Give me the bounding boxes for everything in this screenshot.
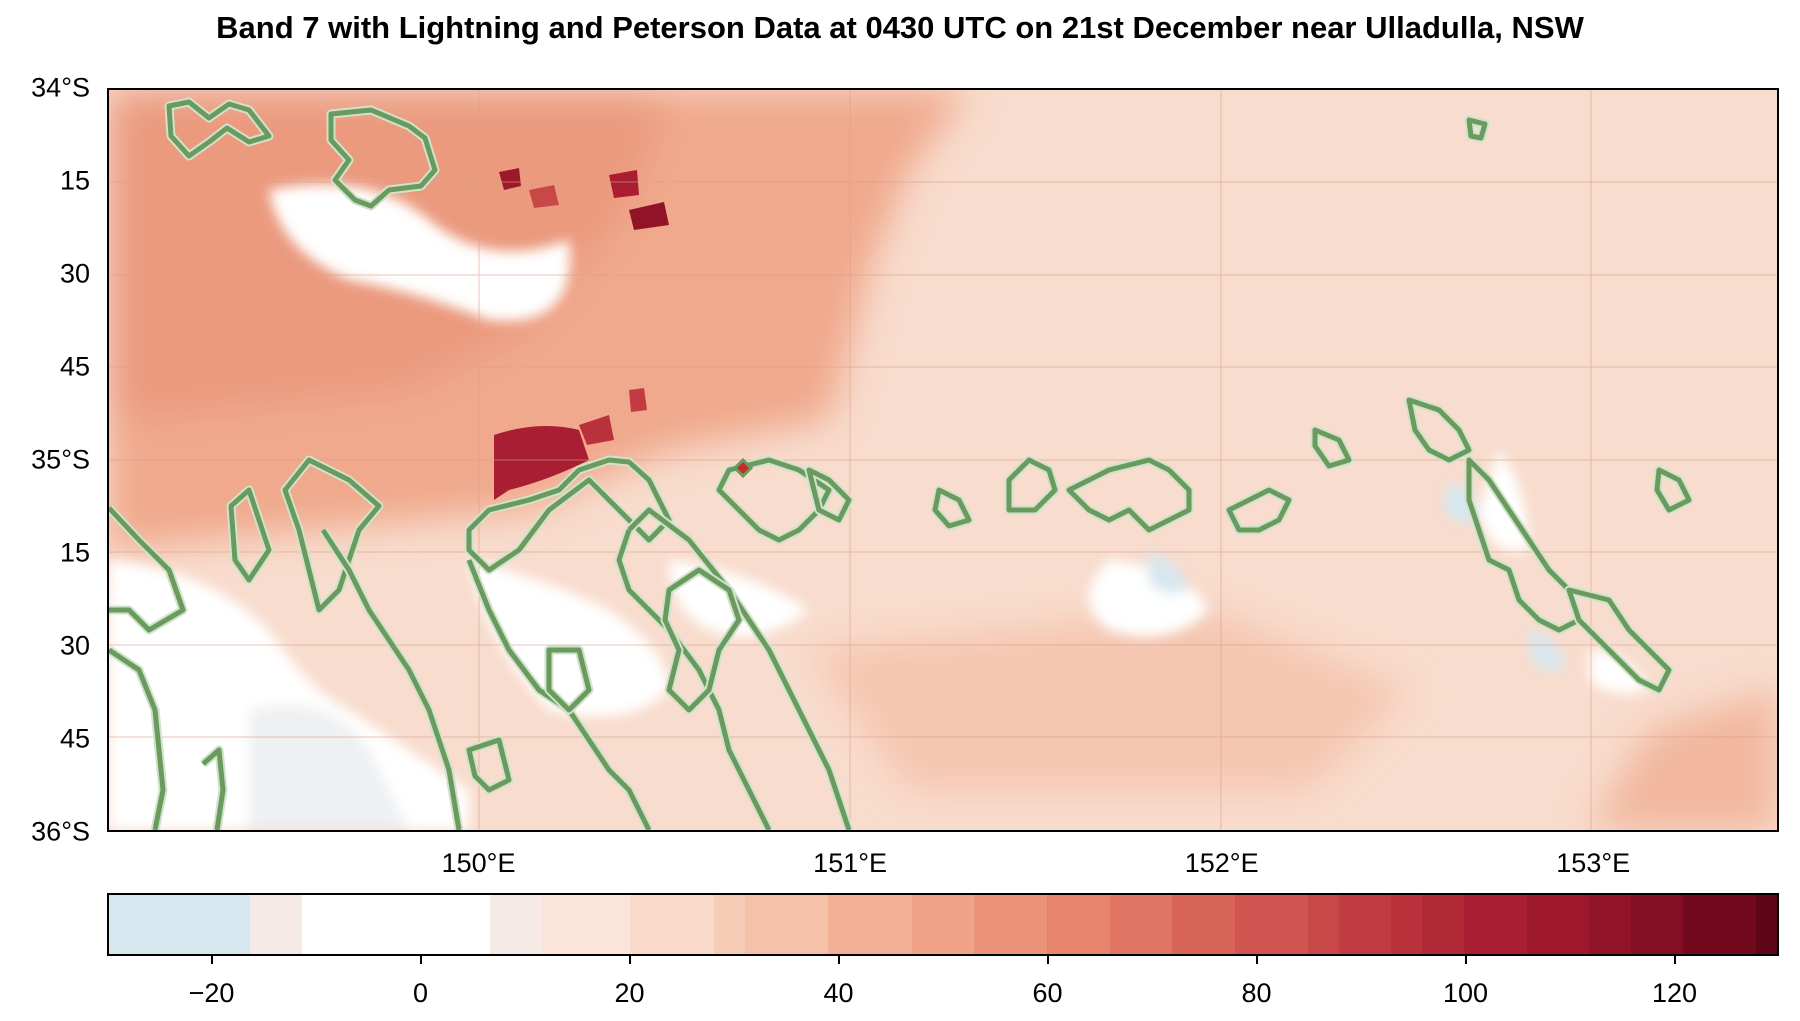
latitude-label: 15 (59, 165, 90, 196)
longitude-label: 152°E (1184, 848, 1259, 878)
latitude-label: 30 (59, 630, 90, 661)
colorbar-segment (1109, 895, 1173, 954)
contour-line (466, 737, 512, 793)
colorbar-tick (837, 956, 840, 964)
colorbar-tick (1673, 956, 1676, 964)
contour-line (109, 647, 166, 830)
colorbar (107, 893, 1779, 956)
colorbar-segment (1339, 895, 1392, 954)
colorbar-segment (301, 895, 490, 954)
contour-line (616, 529, 772, 830)
contour-line (1406, 397, 1472, 463)
contour-line (1006, 457, 1058, 513)
colorbar-segment (1172, 895, 1235, 954)
contour-line (806, 467, 852, 523)
colorbar-segment (1464, 895, 1527, 954)
latitude-label: 45 (59, 723, 90, 754)
colorbar-segment (911, 895, 975, 954)
contour-lines (109, 97, 1694, 830)
colorbar-tick-label: 0 (412, 978, 429, 1008)
contour-line (320, 528, 462, 830)
contour-line (1066, 457, 1192, 533)
contour-line (1312, 427, 1352, 469)
contour-line (932, 487, 972, 529)
contour-line (166, 99, 272, 159)
colorbar-segment (630, 895, 714, 954)
colorbar-segment (489, 895, 542, 954)
colorbar-segment (541, 895, 631, 954)
colorbar-segment (249, 895, 302, 954)
longitude-label: 151°E (813, 848, 888, 878)
colorbar-segment (1422, 895, 1465, 954)
colorbar-tick (1255, 956, 1258, 964)
colorbar-segment (1307, 895, 1340, 954)
colorbar-segment (1047, 895, 1110, 954)
colorbar-segment (1756, 895, 1777, 954)
longitude-label: 153°E (1556, 848, 1631, 878)
colorbar-tick (210, 956, 213, 964)
contour-line (1466, 117, 1488, 141)
colorbar-tick-label: 40 (823, 978, 854, 1008)
colorbar-tick-label: 100 (1442, 978, 1489, 1008)
latitude-label: 34°S (31, 72, 90, 103)
map-panel (107, 88, 1779, 832)
longitude-label: 150°E (441, 848, 516, 878)
latitude-label: 45 (59, 351, 90, 382)
colorbar-segment (744, 895, 829, 954)
colorbar-segment (1683, 895, 1757, 954)
colorbar-segment (109, 895, 250, 954)
latitude-label: 35°S (31, 444, 90, 475)
figure-title: Band 7 with Lightning and Peterson Data … (216, 10, 1584, 45)
contour-line (1654, 467, 1692, 513)
colorbar-tick (628, 956, 631, 964)
colorbar-tick (1046, 956, 1049, 964)
contour-line (1226, 487, 1292, 533)
colorbar-tick-label: 80 (1241, 978, 1272, 1008)
field-hot-spots (494, 168, 669, 500)
contour-line (282, 457, 382, 613)
colorbar-tick-label: 60 (1032, 978, 1063, 1008)
colorbar-segment (1526, 895, 1590, 954)
colorbar-segment (1630, 895, 1684, 954)
contour-line (716, 457, 832, 543)
latitude-label: 36°S (31, 816, 90, 847)
colorbar-tick-label: 20 (614, 978, 645, 1008)
latitude-label: 15 (59, 537, 90, 568)
colorbar-tick (1464, 956, 1467, 964)
colorbar-segment (1589, 895, 1631, 954)
colorbar-segment (974, 895, 1048, 954)
contour-line (201, 747, 226, 830)
colorbar-tick-label: 120 (1651, 978, 1698, 1008)
colorbar-segment (1234, 895, 1308, 954)
lightning-marks (732, 457, 754, 479)
colorbar-tick (419, 956, 422, 964)
contour-line (109, 506, 186, 633)
colorbar-segment (1391, 895, 1423, 954)
colorbar-segment (713, 895, 745, 954)
contour-line (627, 507, 852, 830)
lightning-marker (732, 457, 754, 479)
colorbar-tick-label: −20 (188, 978, 235, 1008)
graticule (109, 90, 1777, 830)
contour-line (1466, 457, 1582, 633)
contour-line (546, 647, 592, 713)
contour-line (662, 567, 742, 713)
latitude-label: 30 (59, 258, 90, 289)
contour-line (328, 107, 438, 209)
band7-map (109, 90, 1777, 830)
contour-line (1566, 587, 1672, 693)
contour-line (228, 487, 272, 583)
colorbar-segment (828, 895, 912, 954)
